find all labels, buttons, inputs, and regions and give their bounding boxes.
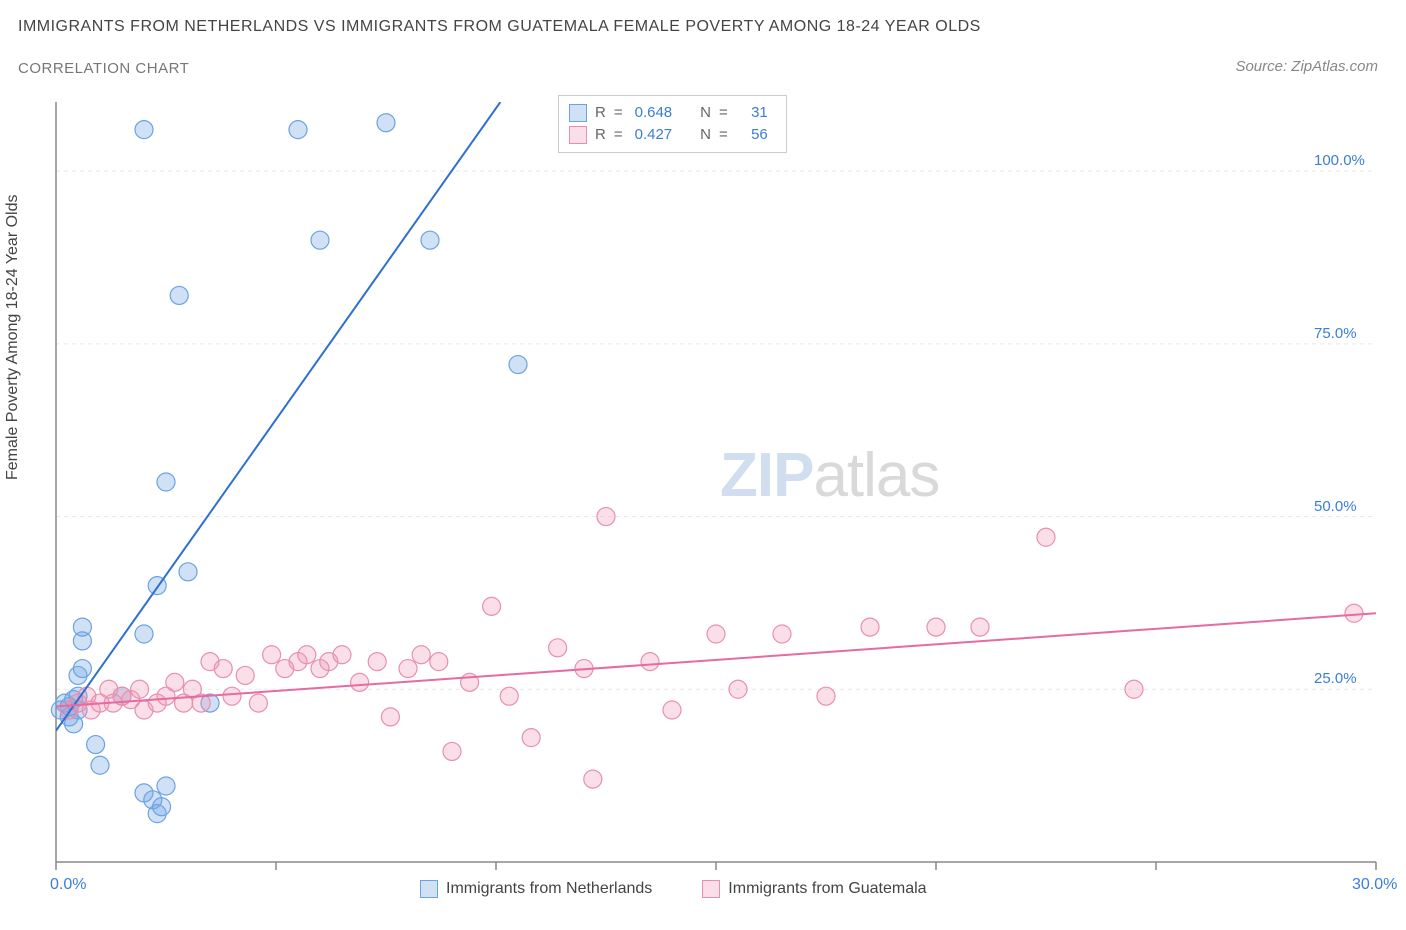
- legend-n-label: N: [700, 102, 711, 124]
- y-tick-label: 100.0%: [1314, 152, 1365, 169]
- legend-label-guatemala: Immigrants from Guatemala: [728, 880, 926, 898]
- legend-eq: =: [719, 124, 728, 146]
- chart-plot-area: [56, 92, 1376, 872]
- correlation-legend: R = 0.648 N = 31 R = 0.427 N = 56: [558, 95, 787, 153]
- legend-swatch-netherlands: [569, 104, 587, 122]
- legend-eq: =: [614, 102, 623, 124]
- chart-subtitle: CORRELATION CHART: [18, 60, 189, 77]
- y-tick-label: 75.0%: [1314, 325, 1357, 342]
- legend-n-value-2: 56: [740, 124, 768, 146]
- scatter-chart: [56, 92, 1376, 872]
- legend-swatch-guatemala: [569, 126, 587, 144]
- correlation-legend-row-1: R = 0.648 N = 31: [569, 102, 772, 124]
- y-axis-label: Female Poverty Among 18-24 Year Olds: [4, 195, 22, 481]
- x-tick-label: 0.0%: [50, 876, 86, 894]
- chart-title: IMMIGRANTS FROM NETHERLANDS VS IMMIGRANT…: [18, 18, 981, 36]
- x-tick-label: 30.0%: [1352, 876, 1397, 894]
- legend-label-netherlands: Immigrants from Netherlands: [446, 880, 652, 898]
- source-label: Source: ZipAtlas.com: [1235, 58, 1378, 75]
- legend-n-label: N: [700, 124, 711, 146]
- legend-swatch-netherlands: [420, 880, 438, 898]
- legend-r-label: R: [595, 102, 606, 124]
- legend-swatch-guatemala: [702, 880, 720, 898]
- legend-eq: =: [614, 124, 623, 146]
- legend-r-label: R: [595, 124, 606, 146]
- y-tick-label: 25.0%: [1314, 670, 1357, 687]
- legend-r-value-1: 0.648: [635, 102, 673, 124]
- legend-eq: =: [719, 102, 728, 124]
- y-tick-label: 50.0%: [1314, 498, 1357, 515]
- legend-item-netherlands: Immigrants from Netherlands: [420, 880, 652, 898]
- series-legend: Immigrants from Netherlands Immigrants f…: [420, 880, 927, 898]
- legend-r-value-2: 0.427: [635, 124, 673, 146]
- legend-n-value-1: 31: [740, 102, 768, 124]
- correlation-legend-row-2: R = 0.427 N = 56: [569, 124, 772, 146]
- legend-item-guatemala: Immigrants from Guatemala: [702, 880, 926, 898]
